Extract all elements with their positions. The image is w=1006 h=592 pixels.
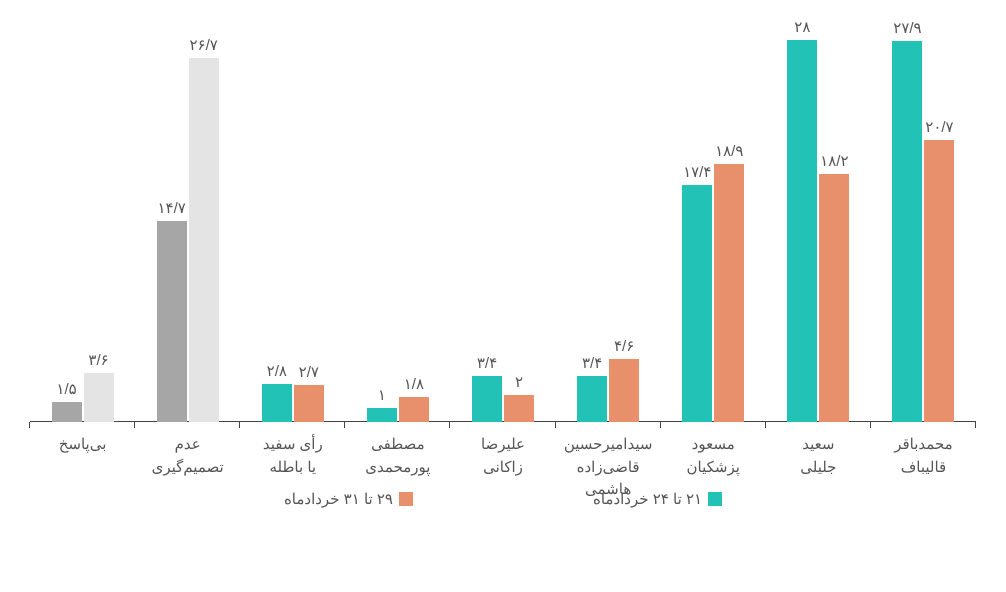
bar-a: ۱ <box>367 408 397 422</box>
bar-b: ۲۰/۷ <box>924 140 954 422</box>
legend-item-a: ۲۱ تا ۲۴ خردادماه <box>593 490 722 508</box>
legend-swatch-a <box>708 492 722 506</box>
bar-value-label: ۱/۸ <box>404 375 424 397</box>
legend-label-b: ۲۹ تا ۳۱ خردادماه <box>284 490 393 508</box>
bar-value-label: ۲ <box>515 373 523 395</box>
bar-b: ۲۶/۷ <box>189 58 219 422</box>
x-axis-label: مصطفی پورمحمدی <box>345 422 450 479</box>
bar-a: ۱/۵ <box>52 402 82 422</box>
x-axis-label: بی‌پاسخ <box>30 422 135 457</box>
x-axis-label: محمدباقر قالیباف <box>871 422 976 479</box>
bar-group: ۲/۸۲/۷ <box>262 384 324 422</box>
bar-b: ۲ <box>504 395 534 422</box>
bar-value-label: ۳/۶ <box>88 351 108 373</box>
x-axis-label: رأی سفید یا باطله <box>240 422 345 479</box>
bar-a: ۳/۴ <box>577 376 607 422</box>
bar-value-label: ۱۴/۷ <box>158 199 186 221</box>
bar-group: ۳/۴۴/۶ <box>577 359 639 422</box>
bar-a: ۲۸ <box>787 40 817 422</box>
bar-value-label: ۱۸/۲ <box>820 152 848 174</box>
bar-group: ۲۷/۹۲۰/۷ <box>892 41 954 422</box>
plot-region: ۲۷/۹۲۰/۷محمدباقر قالیباف۲۸۱۸/۲سعید جلیلی… <box>30 40 976 422</box>
bar-b: ۳/۶ <box>84 373 114 422</box>
legend-label-a: ۲۱ تا ۲۴ خردادماه <box>593 490 702 508</box>
x-axis-label: سعید جلیلی <box>766 422 871 479</box>
bar-value-label: ۳/۴ <box>582 354 602 376</box>
bar-value-label: ۱/۵ <box>56 380 76 402</box>
bar-value-label: ۲۷/۹ <box>893 19 921 41</box>
bar-value-label: ۲۶/۷ <box>190 36 218 58</box>
bar-value-label: ۴/۶ <box>614 337 634 359</box>
legend-swatch-b <box>399 492 413 506</box>
bar-a: ۱۷/۴ <box>682 185 712 422</box>
x-axis-label: عدم تصمیم‌گیری <box>135 422 240 479</box>
x-axis-label: علیرضا زاکانی <box>450 422 555 479</box>
bar-a: ۲/۸ <box>262 384 292 422</box>
bar-a: ۲۷/۹ <box>892 41 922 422</box>
legend-item-b: ۲۹ تا ۳۱ خردادماه <box>284 490 413 508</box>
bar-group: ۱۷/۴۱۸/۹ <box>682 164 744 422</box>
bar-b: ۱۸/۹ <box>714 164 744 422</box>
bar-group: ۳/۴۲ <box>472 376 534 422</box>
bar-a: ۱۴/۷ <box>157 221 187 422</box>
bar-b: ۴/۶ <box>609 359 639 422</box>
legend: ۲۱ تا ۲۴ خردادماه ۲۹ تا ۳۱ خردادماه <box>30 490 976 508</box>
bar-b: ۱۸/۲ <box>819 174 849 422</box>
bar-group: ۱۴/۷۲۶/۷ <box>157 58 219 422</box>
bar-b: ۱/۸ <box>399 397 429 422</box>
bar-value-label: ۲/۸ <box>267 362 287 384</box>
bar-value-label: ۲/۷ <box>299 363 319 385</box>
bar-group: ۲۸۱۸/۲ <box>787 40 849 422</box>
bar-a: ۳/۴ <box>472 376 502 422</box>
x-tick <box>29 422 30 428</box>
bar-value-label: ۲۰/۷ <box>925 118 953 140</box>
bar-value-label: ۲۸ <box>794 18 810 40</box>
bar-value-label: ۳/۴ <box>477 354 497 376</box>
x-axis-label: مسعود پزشکیان <box>661 422 766 479</box>
bar-b: ۲/۷ <box>294 385 324 422</box>
bar-value-label: ۱ <box>378 386 386 408</box>
bar-value-label: ۱۷/۴ <box>683 163 711 185</box>
bar-group: ۱۱/۸ <box>367 397 429 422</box>
x-tick <box>975 422 976 428</box>
bar-value-label: ۱۸/۹ <box>715 142 743 164</box>
bar-group: ۱/۵۳/۶ <box>52 373 114 422</box>
chart-area: ۲۷/۹۲۰/۷محمدباقر قالیباف۲۸۱۸/۲سعید جلیلی… <box>30 10 976 522</box>
